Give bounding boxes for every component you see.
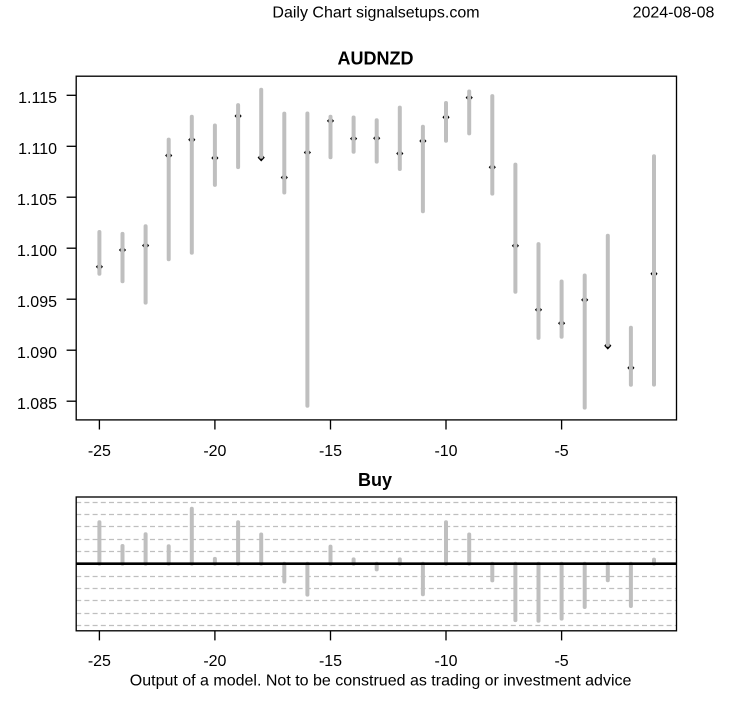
svg-text:-15: -15 bbox=[319, 653, 342, 670]
svg-text:-5: -5 bbox=[554, 653, 568, 670]
svg-text:Output of a model. Not to be c: Output of a model. Not to be construed a… bbox=[130, 673, 632, 690]
svg-text:Buy: Buy bbox=[358, 470, 392, 490]
svg-text:Daily Chart signalsetups.com: Daily Chart signalsetups.com bbox=[272, 4, 479, 21]
svg-text:1.115: 1.115 bbox=[18, 90, 57, 107]
svg-text:1.105: 1.105 bbox=[17, 192, 57, 209]
svg-text:1.110: 1.110 bbox=[18, 141, 57, 158]
svg-text:AUDNZD: AUDNZD bbox=[338, 49, 414, 69]
svg-text:-20: -20 bbox=[203, 443, 226, 460]
svg-text:-25: -25 bbox=[88, 653, 111, 670]
svg-text:-25: -25 bbox=[88, 443, 111, 460]
svg-text:1.090: 1.090 bbox=[17, 345, 57, 362]
svg-text:-15: -15 bbox=[319, 443, 342, 460]
svg-text:-5: -5 bbox=[554, 443, 568, 460]
svg-text:1.085: 1.085 bbox=[17, 396, 57, 413]
svg-text:1.095: 1.095 bbox=[17, 294, 57, 311]
svg-text:2024-08-08: 2024-08-08 bbox=[633, 4, 715, 21]
svg-text:1.100: 1.100 bbox=[17, 243, 57, 260]
svg-text:-20: -20 bbox=[203, 653, 226, 670]
svg-text:-10: -10 bbox=[434, 443, 457, 460]
svg-text:-10: -10 bbox=[434, 653, 457, 670]
